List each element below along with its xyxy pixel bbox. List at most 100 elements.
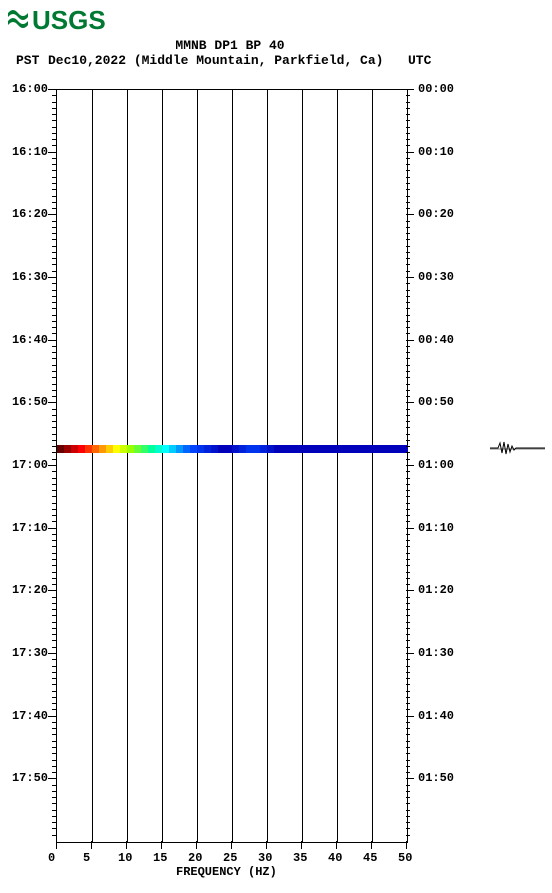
y-minor-tick <box>406 95 410 96</box>
y-minor-tick <box>52 540 56 541</box>
y-minor-tick <box>52 659 56 660</box>
y-tick <box>48 778 56 779</box>
y-minor-tick <box>52 534 56 535</box>
waveform-trace <box>490 440 545 461</box>
y-minor-tick <box>52 728 56 729</box>
x-tick <box>161 841 162 849</box>
y-minor-tick <box>52 578 56 579</box>
y-minor-tick <box>52 703 56 704</box>
x-tick-label: 15 <box>153 851 167 865</box>
y-minor-tick <box>406 747 410 748</box>
y-tick <box>406 528 414 529</box>
y-minor-tick <box>52 753 56 754</box>
x-tick <box>336 841 337 849</box>
y-minor-tick <box>52 434 56 435</box>
y-minor-tick <box>406 315 410 316</box>
y-minor-tick <box>52 283 56 284</box>
y-minor-tick <box>52 446 56 447</box>
y-minor-tick <box>52 496 56 497</box>
y-tick-label-utc: 00:40 <box>418 333 454 347</box>
y-minor-tick <box>406 396 410 397</box>
y-minor-tick <box>406 634 410 635</box>
y-minor-tick <box>406 358 410 359</box>
y-minor-tick <box>406 102 410 103</box>
y-minor-tick <box>406 728 410 729</box>
y-minor-tick <box>406 327 410 328</box>
y-tick <box>406 214 414 215</box>
x-tick <box>371 841 372 849</box>
y-minor-tick <box>406 120 410 121</box>
y-minor-tick <box>52 139 56 140</box>
y-minor-tick <box>406 246 410 247</box>
y-minor-tick <box>52 678 56 679</box>
y-tick-label-utc: 01:40 <box>418 709 454 723</box>
y-minor-tick <box>406 283 410 284</box>
y-tick-label-utc: 00:30 <box>418 270 454 284</box>
y-tick <box>48 402 56 403</box>
x-tick <box>301 841 302 849</box>
y-minor-tick <box>52 177 56 178</box>
x-tick-label: 10 <box>118 851 132 865</box>
y-minor-tick <box>406 321 410 322</box>
y-minor-tick <box>406 208 410 209</box>
y-tick-label-pst: 17:00 <box>8 458 48 472</box>
y-minor-tick <box>52 697 56 698</box>
y-minor-tick <box>406 471 410 472</box>
y-minor-tick <box>406 709 410 710</box>
y-minor-tick <box>52 371 56 372</box>
y-minor-tick <box>52 609 56 610</box>
y-minor-tick <box>52 766 56 767</box>
y-minor-tick <box>406 760 410 761</box>
x-axis-label: FREQUENCY (HZ) <box>176 865 277 879</box>
y-minor-tick <box>52 803 56 804</box>
y-minor-tick <box>406 252 410 253</box>
y-minor-tick <box>406 170 410 171</box>
y-minor-tick <box>406 741 410 742</box>
y-minor-tick <box>52 634 56 635</box>
x-tick-label: 40 <box>328 851 342 865</box>
y-minor-tick <box>52 221 56 222</box>
gridline <box>162 90 163 842</box>
y-minor-tick <box>406 484 410 485</box>
y-minor-tick <box>52 597 56 598</box>
y-minor-tick <box>52 691 56 692</box>
y-minor-tick <box>406 791 410 792</box>
y-tick <box>406 653 414 654</box>
y-minor-tick <box>406 384 410 385</box>
y-minor-tick <box>52 797 56 798</box>
y-minor-tick <box>52 709 56 710</box>
x-tick-label: 20 <box>188 851 202 865</box>
y-tick <box>406 277 414 278</box>
y-minor-tick <box>406 221 410 222</box>
y-minor-tick <box>52 189 56 190</box>
y-minor-tick <box>406 835 410 836</box>
y-tick <box>406 152 414 153</box>
y-minor-tick <box>406 290 410 291</box>
y-minor-tick <box>52 252 56 253</box>
y-minor-tick <box>406 565 410 566</box>
y-minor-tick <box>52 133 56 134</box>
y-tick <box>406 89 414 90</box>
y-minor-tick <box>52 484 56 485</box>
y-minor-tick <box>406 703 410 704</box>
y-minor-tick <box>52 471 56 472</box>
y-minor-tick <box>52 127 56 128</box>
y-minor-tick <box>406 722 410 723</box>
y-minor-tick <box>406 615 410 616</box>
y-minor-tick <box>406 546 410 547</box>
y-minor-tick <box>406 684 410 685</box>
y-tick-label-pst: 16:20 <box>8 207 48 221</box>
y-minor-tick <box>406 797 410 798</box>
y-minor-tick <box>406 509 410 510</box>
x-tick-label: 5 <box>83 851 90 865</box>
y-minor-tick <box>52 810 56 811</box>
y-minor-tick <box>52 290 56 291</box>
y-minor-tick <box>406 434 410 435</box>
y-tick <box>406 778 414 779</box>
y-tick-label-pst: 17:20 <box>8 583 48 597</box>
y-minor-tick <box>52 772 56 773</box>
y-tick-label-utc: 01:00 <box>418 458 454 472</box>
y-minor-tick <box>406 296 410 297</box>
y-minor-tick <box>52 202 56 203</box>
y-tick-label-utc: 01:50 <box>418 771 454 785</box>
